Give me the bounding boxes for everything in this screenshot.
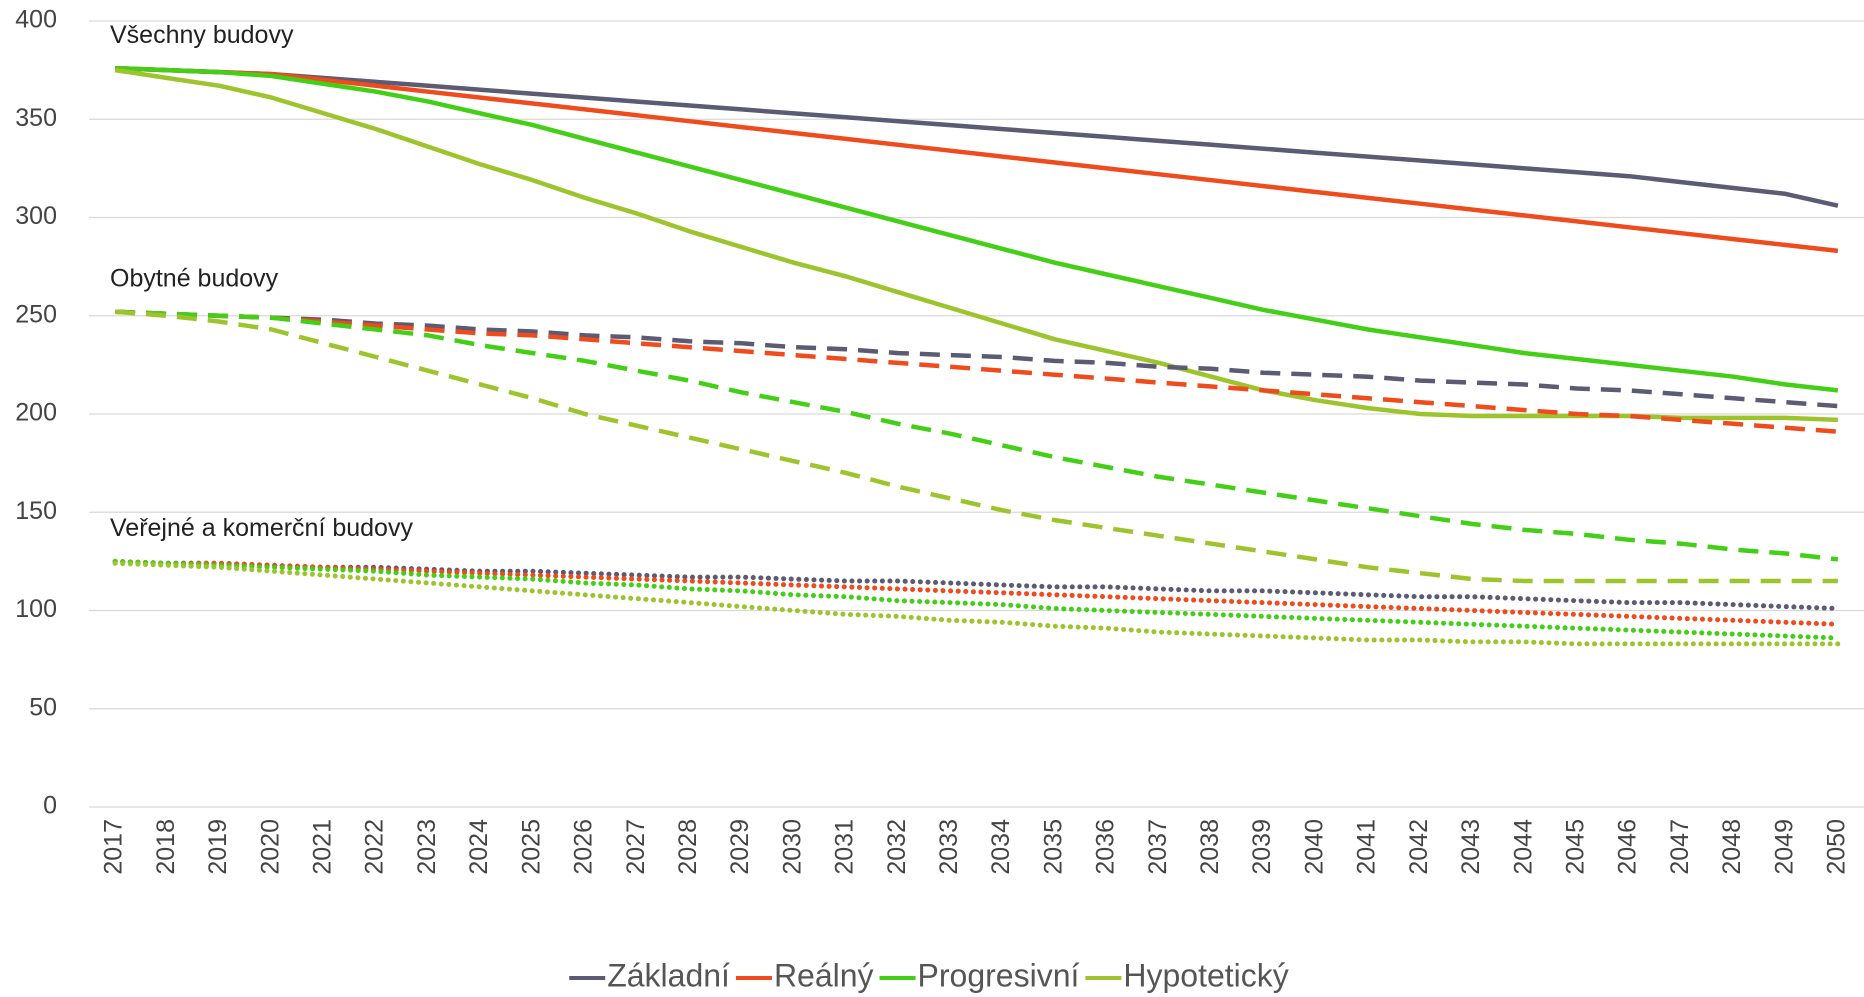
x-tick-label: 2033 bbox=[935, 819, 963, 875]
x-tick-label: 2018 bbox=[152, 819, 180, 875]
legend-label: Základní bbox=[607, 957, 730, 993]
series-line bbox=[112, 560, 1841, 647]
y-tick-label: 150 bbox=[15, 497, 57, 525]
x-tick-label: 2049 bbox=[1770, 819, 1798, 875]
series-line bbox=[112, 558, 1841, 641]
x-tick-label: 2050 bbox=[1823, 819, 1851, 875]
y-tick-label: 300 bbox=[15, 202, 57, 230]
x-tick-label: 2032 bbox=[883, 819, 911, 875]
y-tick-label: 100 bbox=[15, 595, 57, 623]
x-tick-label: 2022 bbox=[361, 819, 389, 875]
x-tick-label: 2037 bbox=[1144, 819, 1172, 875]
group-label: Obytné budovy bbox=[110, 264, 279, 292]
x-tick-label: 2035 bbox=[1039, 819, 1067, 875]
x-tick-label: 2024 bbox=[465, 819, 493, 875]
x-tick-label: 2017 bbox=[100, 819, 128, 875]
series-line bbox=[114, 67, 1838, 423]
y-tick-label: 0 bbox=[43, 792, 57, 820]
series-line bbox=[115, 65, 1839, 254]
series-line bbox=[115, 65, 1839, 208]
y-tick-label: 350 bbox=[15, 104, 57, 132]
x-tick-label: 2042 bbox=[1405, 819, 1433, 875]
x-tick-label: 2034 bbox=[987, 819, 1015, 875]
x-tick-label: 2038 bbox=[1196, 819, 1224, 875]
x-tick-label: 2047 bbox=[1666, 819, 1694, 875]
series-line bbox=[115, 309, 1839, 434]
x-tick-label: 2043 bbox=[1457, 819, 1485, 875]
x-tick-label: 2045 bbox=[1561, 819, 1589, 875]
x-tick-label: 2023 bbox=[413, 819, 441, 875]
y-tick-label: 400 bbox=[15, 6, 57, 34]
y-tick-label: 250 bbox=[15, 300, 57, 328]
x-tick-label: 2026 bbox=[570, 819, 598, 875]
x-tick-label: 2048 bbox=[1718, 819, 1746, 875]
x-tick-label: 2044 bbox=[1509, 819, 1537, 875]
x-tick-label: 2046 bbox=[1614, 819, 1642, 875]
legend-label: Hypotetický bbox=[1123, 957, 1288, 993]
x-tick-label: 2041 bbox=[1353, 819, 1381, 875]
x-tick-label: 2021 bbox=[309, 819, 337, 875]
group-label: Všechny budovy bbox=[110, 21, 294, 49]
x-tick-label: 2028 bbox=[674, 819, 702, 875]
legend-label: Progresivní bbox=[918, 957, 1080, 993]
x-tick-label: 2039 bbox=[1248, 819, 1276, 875]
series-line bbox=[115, 65, 1839, 393]
group-label: Veřejné a komerční budovy bbox=[110, 514, 413, 542]
legend-label: Reálný bbox=[774, 957, 874, 993]
series-line bbox=[115, 309, 1839, 409]
x-tick-label: 2036 bbox=[1092, 819, 1120, 875]
x-tick-label: 2027 bbox=[622, 819, 650, 875]
y-tick-label: 200 bbox=[15, 399, 57, 427]
x-tick-label: 2030 bbox=[778, 819, 806, 875]
x-tick-label: 2040 bbox=[1300, 819, 1328, 875]
series-line bbox=[112, 558, 1841, 611]
legend: Základní Reálný Progresivní Hypotetický bbox=[569, 957, 1289, 993]
x-tick-label: 2031 bbox=[831, 819, 859, 875]
series-line bbox=[115, 309, 1839, 562]
x-tick-label: 2020 bbox=[256, 819, 284, 875]
y-tick-label: 50 bbox=[29, 693, 57, 721]
x-tick-label: 2019 bbox=[204, 819, 232, 875]
series-line bbox=[114, 309, 1838, 584]
x-tick-label: 2029 bbox=[726, 819, 754, 875]
series-line bbox=[112, 558, 1841, 627]
x-tick-label: 2025 bbox=[517, 819, 545, 875]
